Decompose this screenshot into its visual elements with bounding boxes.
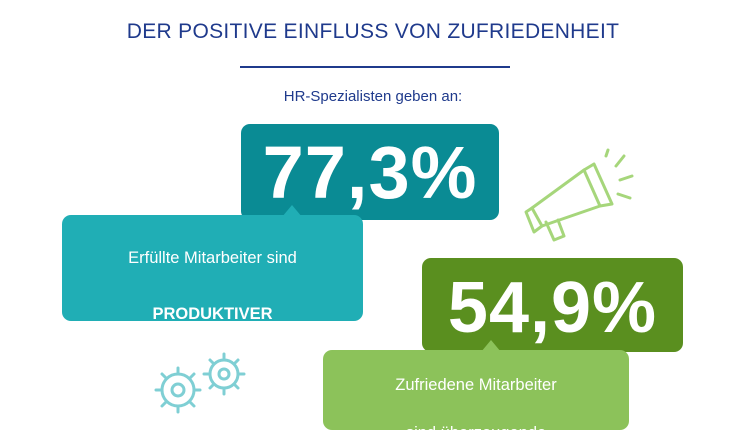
stat-caption-2-line1: Zufriedene Mitarbeiter (395, 376, 557, 394)
megaphone-icon (524, 148, 634, 242)
gears-icon (154, 352, 246, 414)
page-title: DER POSITIVE EINFLUSS VON ZUFRIEDENHEIT (126, 20, 620, 43)
stat-caption-2-line2: sind überzeugende (405, 424, 547, 442)
bubble-tail-1 (282, 205, 302, 217)
title-divider (240, 66, 510, 68)
stat-value-2: 54,9% (447, 268, 658, 348)
stat-caption-bubble-1: Erfüllte Mitarbeiter sind PRODUKTIVER (62, 215, 363, 323)
stat-value-bubble-2: 54,9% (422, 258, 683, 352)
stat-value-1: 77,3% (262, 131, 478, 214)
stat-value-bubble-1: 77,3% (241, 124, 499, 220)
bubble-tail-2 (481, 340, 501, 352)
stat-caption-bubble-2: Zufriedene Mitarbeiter sind überzeugende (323, 350, 629, 442)
page-subtitle: HR-Spezialisten geben an: (283, 88, 463, 105)
stat-caption-1-line1: Erfüllte Mitarbeiter sind (128, 249, 297, 267)
stat-caption-1-line2: PRODUKTIVER (152, 305, 273, 323)
